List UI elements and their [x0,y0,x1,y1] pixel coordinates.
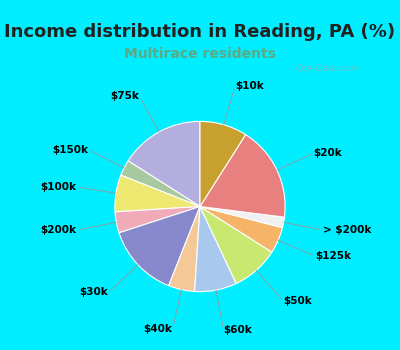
Text: $50k: $50k [283,296,312,306]
Wedge shape [200,206,284,228]
Wedge shape [128,121,200,206]
Text: $125k: $125k [315,251,351,261]
Text: City-Data.com: City-Data.com [296,64,360,73]
Wedge shape [169,206,200,292]
Wedge shape [115,206,200,233]
Text: $200k: $200k [41,225,77,235]
Wedge shape [195,206,236,292]
Wedge shape [121,161,200,206]
Text: $150k: $150k [52,145,88,154]
Text: $75k: $75k [111,91,140,102]
Wedge shape [200,135,285,217]
Text: $60k: $60k [224,325,252,335]
Text: $100k: $100k [40,182,76,192]
Text: > $200k: > $200k [323,225,372,235]
Text: $30k: $30k [80,287,108,298]
Text: Income distribution in Reading, PA (%): Income distribution in Reading, PA (%) [4,23,396,41]
Wedge shape [119,206,200,286]
Wedge shape [200,121,246,206]
Text: $20k: $20k [314,148,342,158]
Wedge shape [200,206,272,284]
Wedge shape [200,206,282,252]
Text: Multirace residents: Multirace residents [124,47,276,61]
Wedge shape [115,175,200,212]
Text: $40k: $40k [144,324,173,334]
Text: $10k: $10k [235,81,264,91]
